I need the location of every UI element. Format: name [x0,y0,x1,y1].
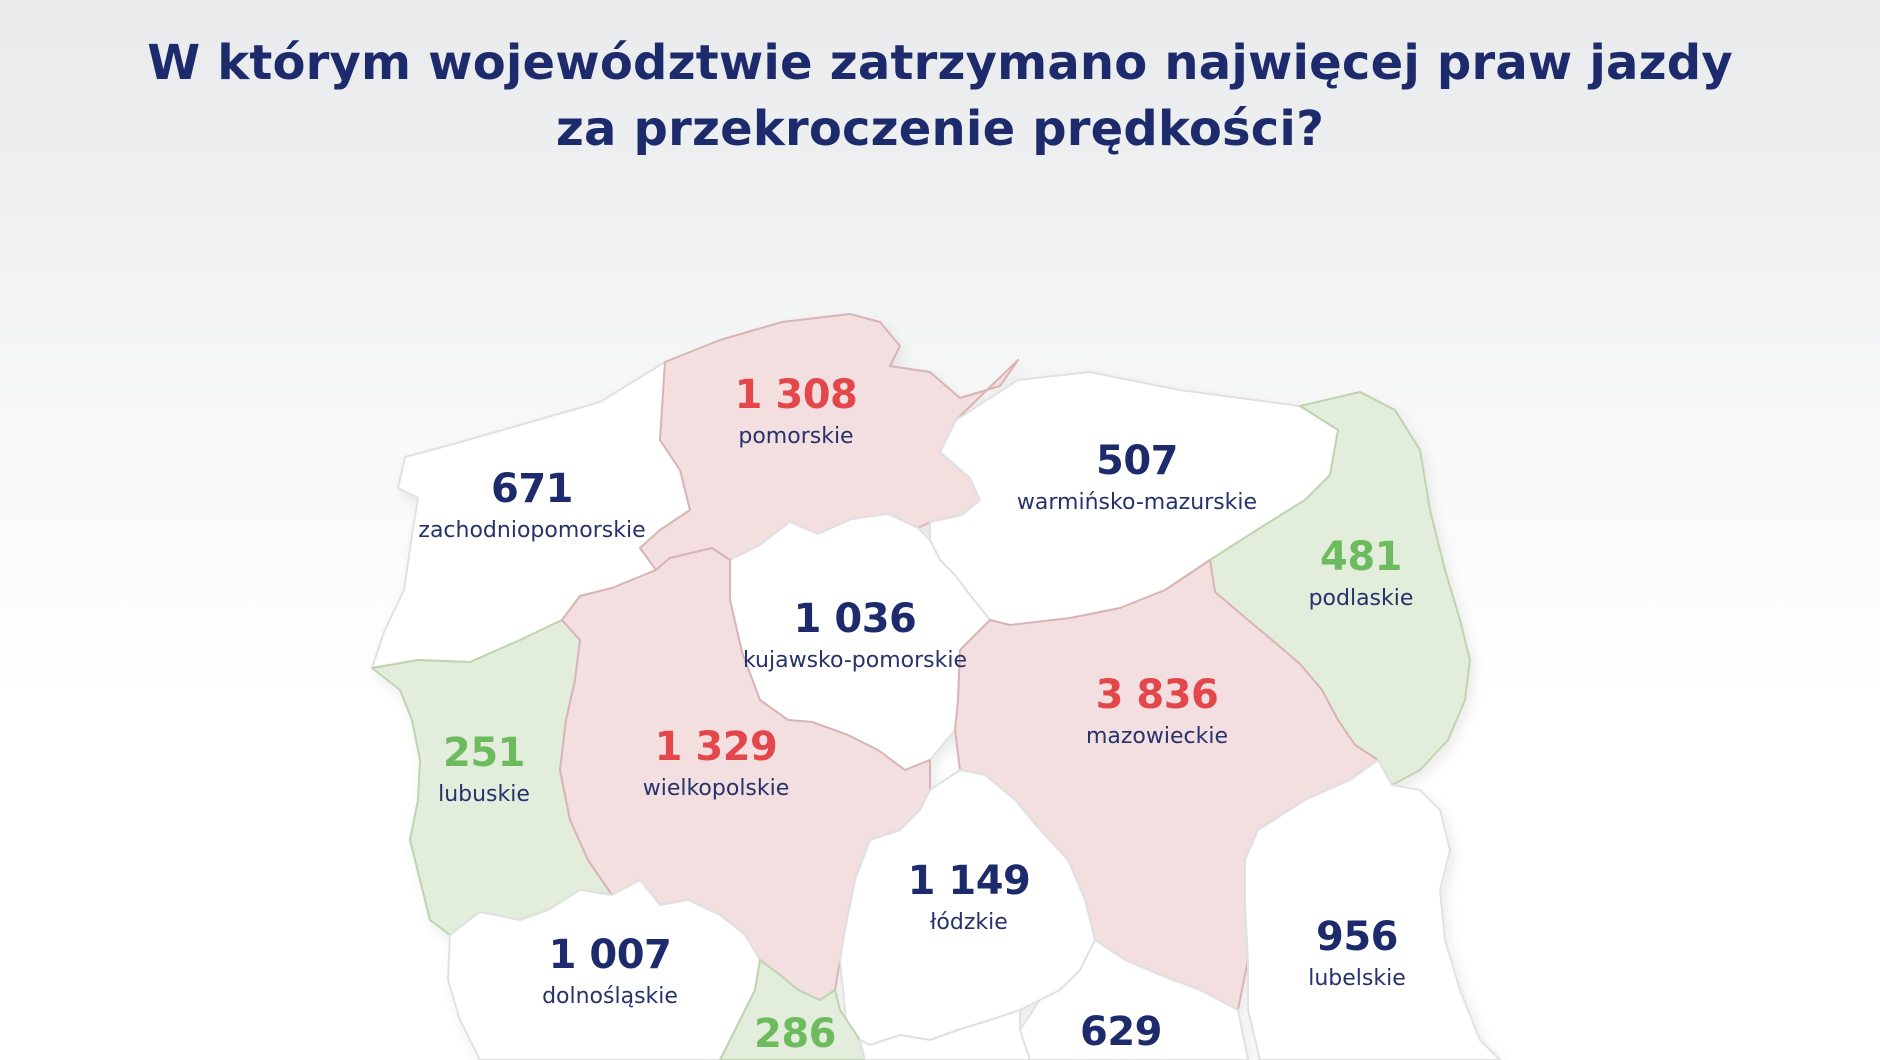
value-swietokrzyskie: 629 [1080,1009,1163,1055]
label-dolnoslaskie: 1 007 dolnośląskie [542,932,678,1012]
label-kujawsko-pomorskie: 1 036 kujawsko-pomorskie [743,596,967,676]
value-pomorskie: 1 308 [734,372,858,418]
region-opolskie [719,959,866,1060]
page-title: W którym województwie zatrzymano najwięc… [0,0,1880,162]
label-opolskie: 286 [754,1011,837,1057]
value-lubuskie: 251 [442,730,525,776]
value-podlaskie: 481 [1320,534,1402,580]
name-pomorskie: pomorskie [738,424,854,449]
region-slaskie [859,1009,1031,1060]
title-line-1: W którym województwie zatrzymano najwięc… [147,35,1733,91]
value-dolnoslaskie: 1 007 [548,932,672,978]
name-lubelskie: lubelskie [1308,966,1406,991]
name-kujawsko-pomorskie: kujawsko-pomorskie [742,648,968,673]
value-warminsko-mazurskie: 507 [1096,438,1179,484]
region-lubelskie [1244,759,1501,1060]
label-lubelskie: 956 lubelskie [1308,914,1406,994]
name-mazowieckie: mazowieckie [1085,724,1229,749]
value-lodzkie: 1 149 [907,858,1031,904]
name-wielkopolskie: wielkopolskie [642,776,790,801]
value-opolskie: 286 [754,1011,837,1057]
name-lubuskie: lubuskie [438,782,530,807]
label-podlaskie: 481 podlaskie [1309,534,1414,614]
name-podlaskie: podlaskie [1308,586,1414,611]
label-wielkopolskie: 1 329 wielkopolskie [643,724,790,804]
title-line-2: za przekroczenie prędkości? [555,101,1325,157]
label-pomorskie: 1 308 pomorskie [735,372,858,452]
value-mazowieckie: 3 836 [1095,672,1219,718]
label-warminsko-mazurskie: 507 warmińsko-mazurskie [1017,438,1257,518]
value-lubelskie: 956 [1316,914,1398,960]
name-zachodniopomorskie: zachodniopomorskie [418,518,646,543]
label-lubuskie: 251 lubuskie [438,730,530,810]
label-zachodniopomorskie: 671 zachodniopomorskie [418,466,645,546]
value-kujawsko-pomorskie: 1 036 [793,596,917,642]
label-lodzkie: 1 149 łódzkie [908,858,1031,938]
value-zachodniopomorskie: 671 [491,466,574,512]
name-warminsko-mazurskie: warmińsko-mazurskie [1016,490,1258,515]
value-wielkopolskie: 1 329 [654,724,778,770]
label-swietokrzyskie: 629 [1080,1009,1163,1055]
name-dolnoslaskie: dolnośląskie [542,984,678,1009]
header: W którym województwie zatrzymano najwięc… [0,0,1880,205]
name-lodzkie: łódzkie [930,910,1008,935]
label-mazowieckie: 3 836 mazowieckie [1086,672,1228,752]
region-dolnoslaskie [447,879,761,1060]
